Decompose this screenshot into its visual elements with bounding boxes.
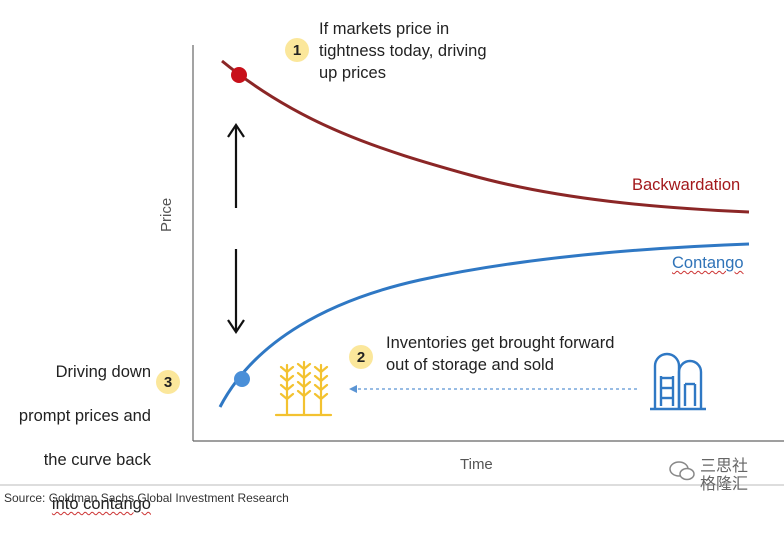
step-3-text: Driving down prompt prices and the curve… <box>0 339 151 537</box>
source-note: Source: Goldman Sachs Global Investment … <box>4 491 289 505</box>
y-axis-label: Price <box>158 197 175 232</box>
down-arrow-icon <box>227 249 245 334</box>
step-3-line-1: Driving down <box>55 363 151 381</box>
flow-arrow <box>349 385 637 393</box>
up-arrow-icon <box>227 123 245 208</box>
grain-silo-icon <box>650 352 706 411</box>
x-axis-label: Time <box>460 456 493 473</box>
step-1-text: If markets price in tightness today, dri… <box>319 20 487 82</box>
step-3-badge: 3 <box>156 370 180 394</box>
backwardation-point <box>231 67 247 83</box>
watermark-text: 三思社 格隆汇 <box>700 458 749 493</box>
step-3-line-2: prompt prices and <box>18 407 151 425</box>
contango-label: Contango <box>672 254 744 272</box>
diagram-canvas <box>0 45 784 486</box>
wheat-icon <box>274 360 333 417</box>
step-2-text: Inventories get brought forward out of s… <box>386 334 615 374</box>
step-2-badge: 2 <box>349 345 373 369</box>
backwardation-curve <box>221 59 750 214</box>
backwardation-label: Backwardation <box>632 176 741 194</box>
wechat-icon <box>669 461 695 481</box>
step-3-line-3: the curve back <box>43 451 151 469</box>
contango-curve <box>218 242 750 408</box>
contango-point <box>234 371 250 387</box>
step-1-badge: 1 <box>285 38 309 62</box>
